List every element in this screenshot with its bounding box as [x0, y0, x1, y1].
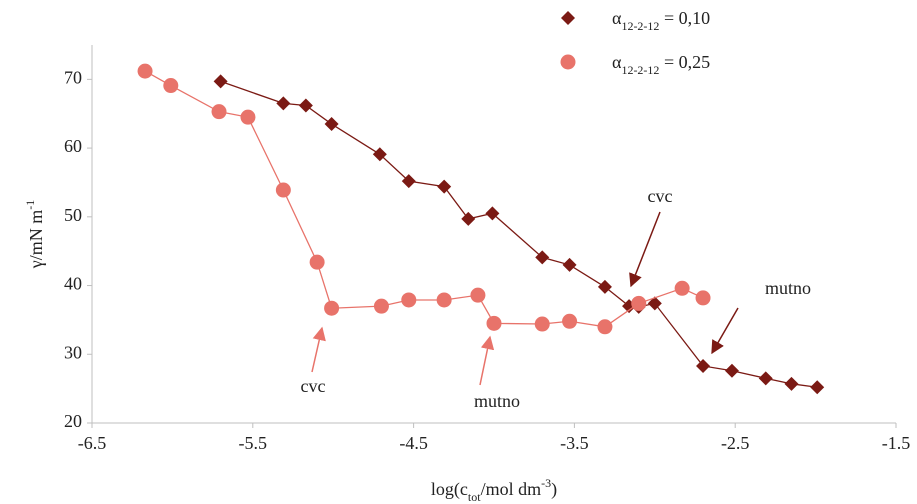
circle-marker [275, 182, 291, 198]
circle-marker [486, 315, 502, 331]
x-tick-label: -6.5 [78, 433, 107, 453]
arrow [629, 211, 661, 288]
diamond-marker [647, 296, 662, 311]
series-line [144, 70, 704, 328]
annotation: cvc [301, 376, 326, 396]
y-tick-label: 40 [64, 274, 82, 294]
annotation: mutno [474, 391, 520, 411]
circle-marker [470, 287, 486, 303]
diamond-marker [276, 96, 291, 111]
diamond-marker [562, 257, 577, 272]
x-tick-label: -4.5 [399, 433, 428, 453]
diamond-marker [724, 363, 739, 378]
y-tick-label: 50 [64, 205, 82, 225]
circle-marker [597, 319, 613, 335]
legend-label: α12-2-12 = 0,10 [612, 8, 710, 33]
y-tick-label: 30 [64, 342, 82, 362]
circle-marker [373, 298, 389, 314]
diamond-marker [535, 250, 550, 265]
circle-marker [562, 313, 578, 329]
arrow [711, 307, 739, 355]
x-tick-label: -3.5 [560, 433, 589, 453]
diamond-marker [298, 98, 313, 113]
diamond-marker [372, 147, 387, 162]
circle-marker [211, 104, 227, 120]
diamond-marker [758, 371, 773, 386]
annotation: mutno [765, 278, 811, 298]
circle-marker [309, 254, 325, 270]
diamond-marker [324, 117, 339, 132]
legend-label: α12-2-12 = 0,25 [612, 52, 710, 77]
legend-marker [561, 11, 575, 25]
diamond-marker [213, 74, 228, 89]
y-tick-label: 70 [64, 67, 82, 87]
arrow [479, 335, 495, 386]
diamond-marker [597, 279, 612, 294]
circle-marker [534, 316, 550, 332]
circle-marker [163, 78, 179, 94]
y-tick-label: 20 [64, 411, 82, 431]
diamond-marker [437, 179, 452, 194]
x-tick-label: -1.5 [882, 433, 911, 453]
series-line [220, 80, 818, 388]
circle-marker [674, 280, 690, 296]
circle-marker [695, 290, 711, 306]
x-axis-title: log(ctot/mol dm-3) [431, 476, 557, 504]
circle-marker [324, 300, 340, 316]
y-tick-label: 60 [64, 136, 82, 156]
diamond-marker [810, 380, 825, 395]
annotation: cvc [648, 186, 673, 206]
circle-marker [436, 292, 452, 308]
x-tick-label: -2.5 [721, 433, 750, 453]
diamond-marker [696, 358, 711, 373]
circle-marker [137, 63, 153, 79]
diamond-marker [485, 206, 500, 221]
x-tick-label: -5.5 [239, 433, 268, 453]
diamond-marker [401, 174, 416, 189]
y-axis-title: γ/mN m-1 [23, 200, 46, 269]
legend-marker [560, 54, 576, 70]
circle-marker [631, 295, 647, 311]
arrow [311, 326, 326, 373]
diamond-marker [784, 376, 799, 391]
circle-marker [240, 109, 256, 125]
circle-marker [401, 292, 417, 308]
diamond-marker [461, 211, 476, 226]
